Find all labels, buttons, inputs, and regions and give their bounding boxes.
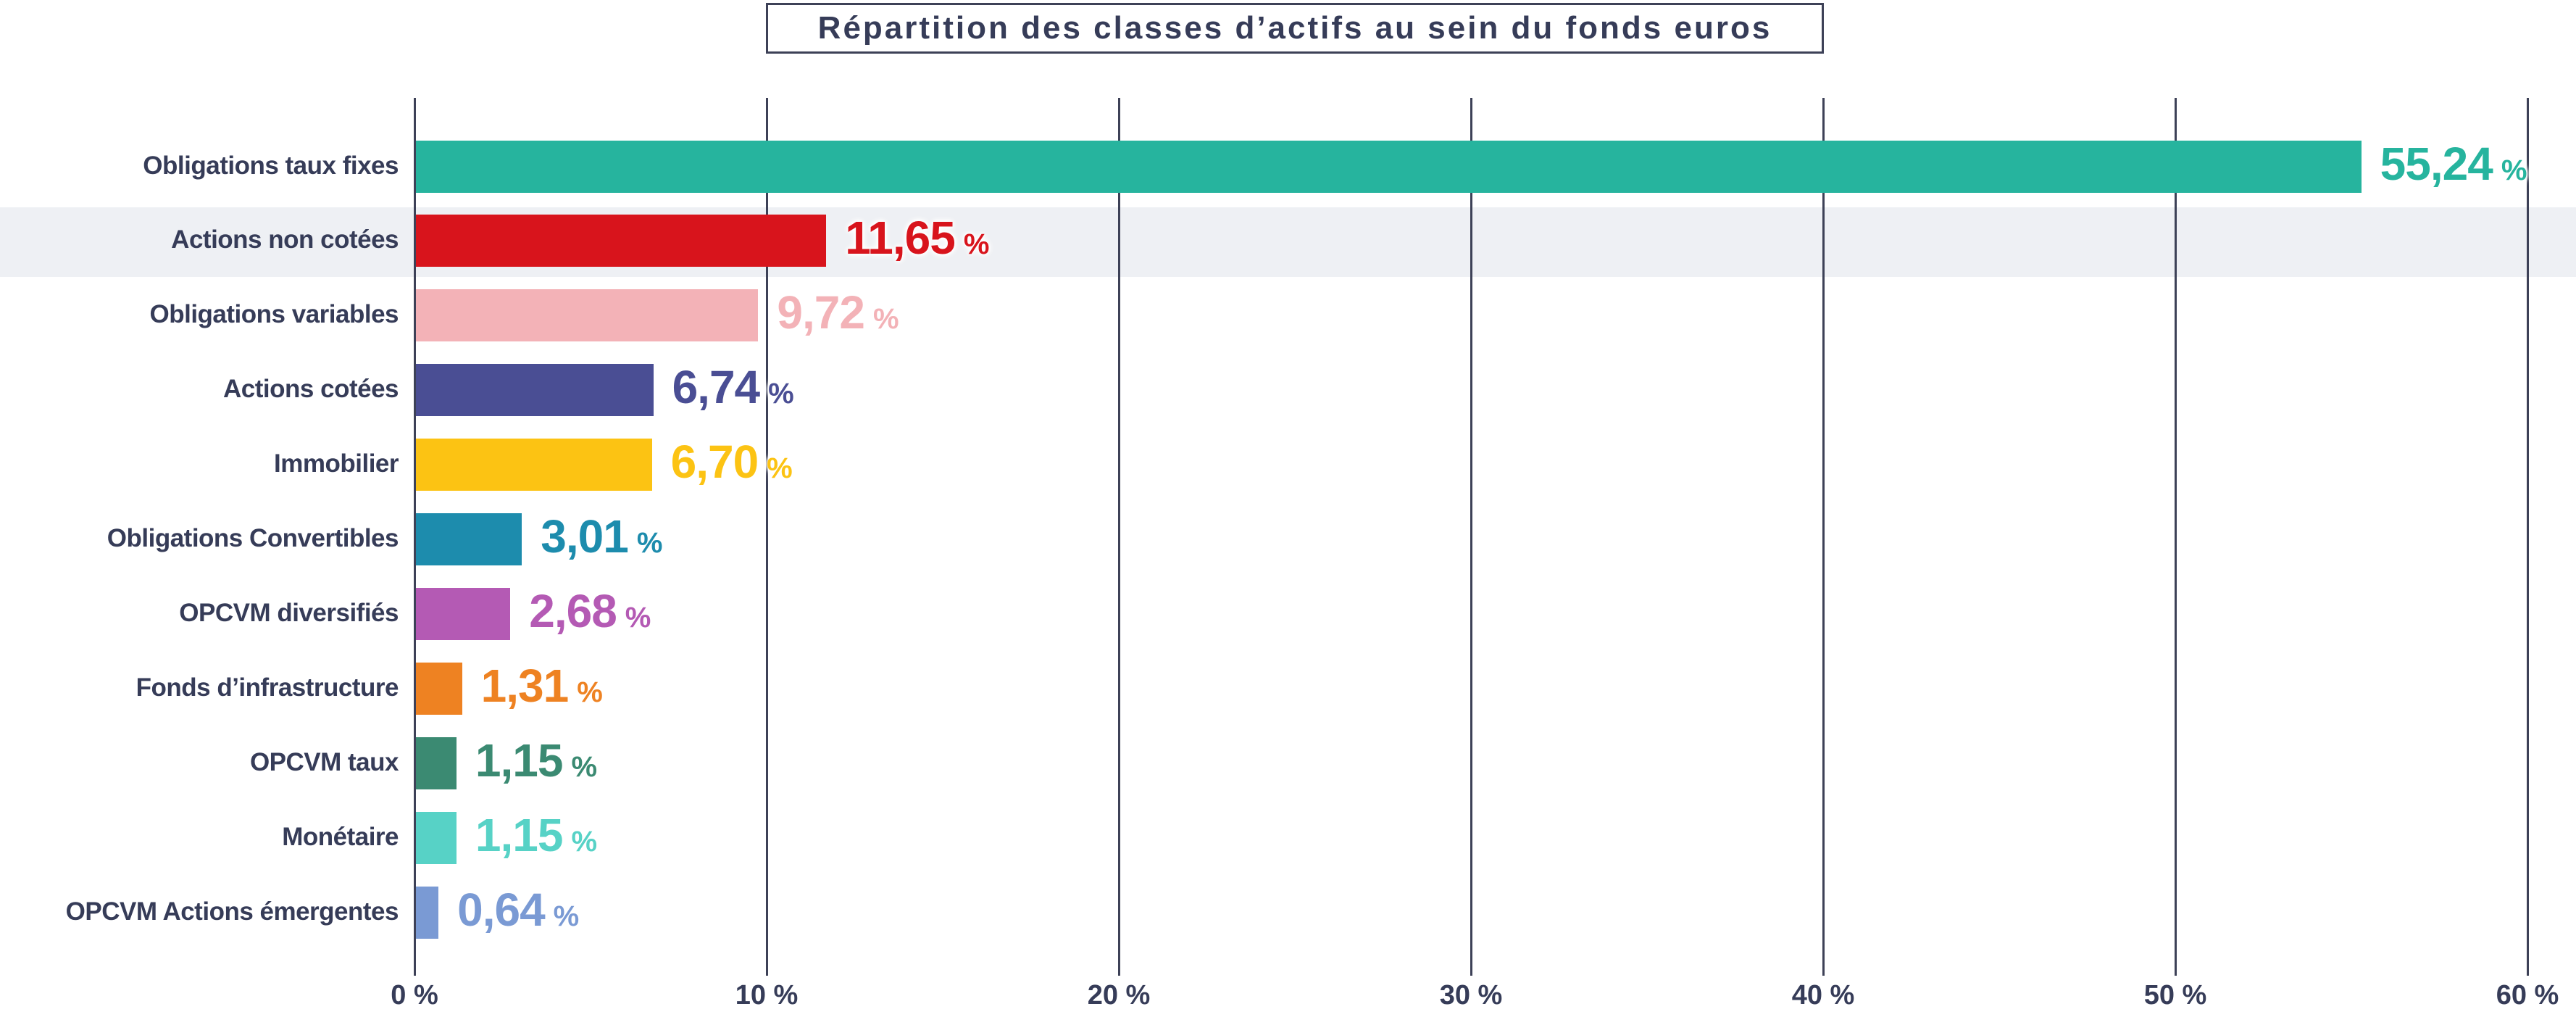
value-percent-sign: % — [577, 676, 603, 708]
value-label: 2,68% — [529, 584, 651, 638]
value-label: 1,15% — [475, 808, 597, 862]
x-axis-tick-label: 50 % — [2143, 980, 2207, 1011]
category-label: Actions non cotées — [171, 225, 399, 254]
value-label: 3,01% — [541, 510, 662, 563]
gridline-10-pct — [765, 98, 768, 976]
value-number: 1,15 — [475, 734, 564, 787]
bar-6 — [416, 513, 522, 565]
value-number: 55,24 — [2380, 137, 2493, 190]
category-label: Obligations taux fixes — [143, 151, 399, 180]
bar-5 — [416, 439, 652, 491]
value-label: 6,74% — [672, 360, 794, 414]
bar-10 — [416, 811, 457, 864]
chart-title-box: Répartition des classes d’actifs au sein… — [766, 3, 1824, 54]
bar-8 — [416, 662, 462, 715]
bar-9 — [416, 736, 457, 789]
value-percent-sign: % — [625, 601, 651, 634]
category-label: OPCVM taux — [249, 747, 399, 776]
category-label: OPCVM diversifiés — [179, 598, 399, 627]
value-number: 1,31 — [480, 659, 570, 712]
gridline-50-pct — [2174, 98, 2177, 976]
category-label: OPCVM Actions émergentes — [65, 897, 399, 926]
x-axis-tick-label: 40 % — [1791, 980, 1855, 1011]
category-label: Immobilier — [274, 449, 399, 478]
value-number: 2,68 — [529, 584, 617, 637]
value-number: 1,15 — [475, 808, 564, 861]
gridline-60-pct — [2526, 98, 2529, 976]
value-percent-sign: % — [768, 378, 794, 410]
category-label: Obligations variables — [149, 300, 399, 329]
value-label: 1,15% — [475, 734, 597, 787]
value-label: 0,64% — [457, 883, 579, 937]
gridline-30-pct — [1470, 98, 1472, 976]
value-percent-sign: % — [636, 527, 663, 559]
x-axis-tick-label: 0 % — [391, 980, 438, 1011]
value-label: 9,72% — [777, 286, 899, 339]
bar-11 — [416, 886, 439, 939]
x-axis-tick-label: 60 % — [2496, 980, 2559, 1011]
value-number: 6,70 — [670, 436, 759, 489]
gridline-20-pct — [1117, 98, 1120, 976]
x-axis-tick-label: 20 % — [1087, 980, 1151, 1011]
bar-4 — [416, 364, 654, 417]
value-number: 11,65 — [845, 212, 956, 265]
value-label: 6,70% — [671, 435, 793, 489]
x-axis-tick-label: 10 % — [735, 980, 799, 1011]
value-label: 11,65% — [845, 211, 989, 265]
value-number: 6,74 — [672, 361, 761, 414]
value-number: 3,01 — [541, 510, 629, 563]
value-number: 0,64 — [457, 883, 546, 936]
value-number: 9,72 — [777, 286, 865, 339]
category-label: Monétaire — [282, 822, 399, 851]
value-label: 1,31% — [481, 659, 603, 713]
category-label: Fonds d’infrastructure — [136, 673, 399, 702]
bar-2 — [416, 215, 827, 267]
category-label: Actions cotées — [223, 375, 399, 404]
bar-7 — [416, 587, 511, 640]
gridline-40-pct — [1822, 98, 1825, 976]
value-percent-sign: % — [2501, 154, 2527, 186]
bar-3 — [416, 289, 759, 342]
value-percent-sign: % — [553, 900, 580, 932]
gridline-0-pct — [413, 98, 416, 976]
value-percent-sign: % — [571, 825, 598, 858]
chart-title: Répartition des classes d’actifs au sein… — [817, 10, 1772, 46]
bar-1 — [416, 140, 2362, 193]
value-percent-sign: % — [872, 303, 899, 336]
value-label: 55,24% — [2380, 137, 2527, 191]
category-label: Obligations Convertibles — [107, 524, 399, 552]
value-percent-sign: % — [963, 228, 990, 261]
x-axis-tick-label: 30 % — [1439, 980, 1503, 1011]
value-percent-sign: % — [571, 750, 598, 783]
value-percent-sign: % — [767, 452, 793, 485]
